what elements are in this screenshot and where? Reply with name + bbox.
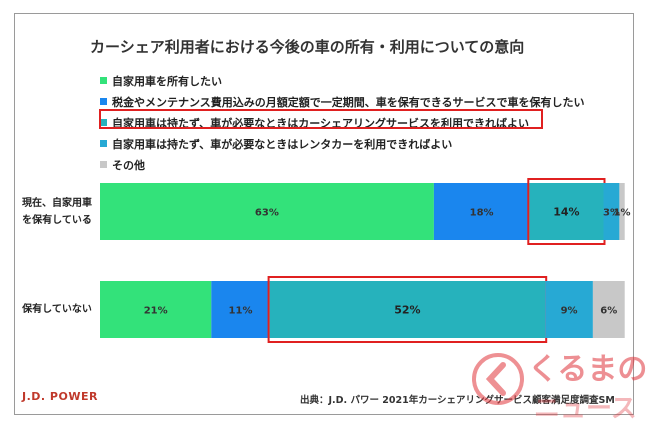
row-label-not-owning: 保有していない	[14, 301, 100, 318]
row-label-line: 現在、自家用車	[22, 198, 92, 209]
data-label: 14%	[553, 206, 579, 219]
legend-label: その他	[112, 158, 145, 172]
bar-segment	[592, 281, 625, 338]
legend-item: 自家用車を所有したい	[100, 70, 585, 91]
legend-label: 自家用車は持たず、車が必要なときはレンタカーを利用できればよい	[112, 137, 453, 151]
bar-segment	[603, 183, 620, 240]
data-label: 52%	[394, 304, 420, 317]
legend-item: 自家用車は持たず、車が必要なときはレンタカーを利用できればよい	[100, 133, 585, 154]
row-label-line: を保有している	[22, 215, 92, 226]
legend-label: 自家用車は持たず、車が必要なときはカーシェアリングサービスを利用できればよい	[112, 116, 530, 130]
watermark-logo: くるまの ニュース	[472, 352, 647, 423]
data-label: 11%	[229, 306, 253, 317]
legend-swatch	[100, 98, 107, 105]
bar-segment	[545, 281, 593, 338]
legend-item: 税金やメンテナンス費用込みの月額定額で一定期間、車を保有できるサービスで車を保有…	[100, 91, 585, 112]
bar-segment	[211, 281, 270, 338]
brand-logo: J.D. POWER	[22, 390, 98, 403]
legend-label: 自家用車を所有したい	[112, 74, 222, 88]
legend-highlight-box	[99, 109, 543, 129]
legend-swatch	[100, 140, 107, 147]
data-label: 18%	[470, 208, 494, 219]
legend-swatch	[100, 161, 107, 168]
bar-segment	[100, 183, 434, 240]
watermark-text2: ニュース	[534, 394, 637, 423]
source-note: 出典：J.D. パワー 2021年カーシェアリングサービス顧客満足度調査SM	[300, 395, 615, 406]
data-label: 21%	[144, 306, 168, 317]
bar-segment	[529, 183, 604, 240]
chevron-left-icon	[485, 362, 506, 396]
bar-segment	[433, 183, 530, 240]
data-label: 3%	[603, 208, 620, 219]
bar-segment	[619, 183, 625, 240]
legend-swatch	[100, 119, 107, 126]
data-label: 63%	[255, 208, 279, 219]
data-label: 1%	[614, 208, 631, 219]
data-label: 6%	[600, 306, 617, 317]
bar-segment	[100, 281, 212, 338]
legend-label: 税金やメンテナンス費用込みの月額定額で一定期間、車を保有できるサービスで車を保有…	[112, 95, 585, 109]
bar-segment	[269, 281, 546, 338]
data-label: 9%	[561, 306, 578, 317]
row-label-line: 保有していない	[22, 304, 92, 315]
legend-swatch	[100, 77, 107, 84]
legend-item: その他	[100, 154, 585, 175]
legend-item: 自家用車は持たず、車が必要なときはカーシェアリングサービスを利用できればよい	[100, 112, 585, 133]
legend: 自家用車を所有したい 税金やメンテナンス費用込みの月額定額で一定期間、車を保有で…	[100, 70, 585, 175]
row-label-owning: 現在、自家用車 を保有している	[14, 195, 100, 229]
watermark-text: くるまの	[528, 352, 647, 387]
watermark-ring	[472, 353, 524, 405]
chart-title: カーシェア利用者における今後の車の所有・利用についての意向	[90, 38, 525, 56]
